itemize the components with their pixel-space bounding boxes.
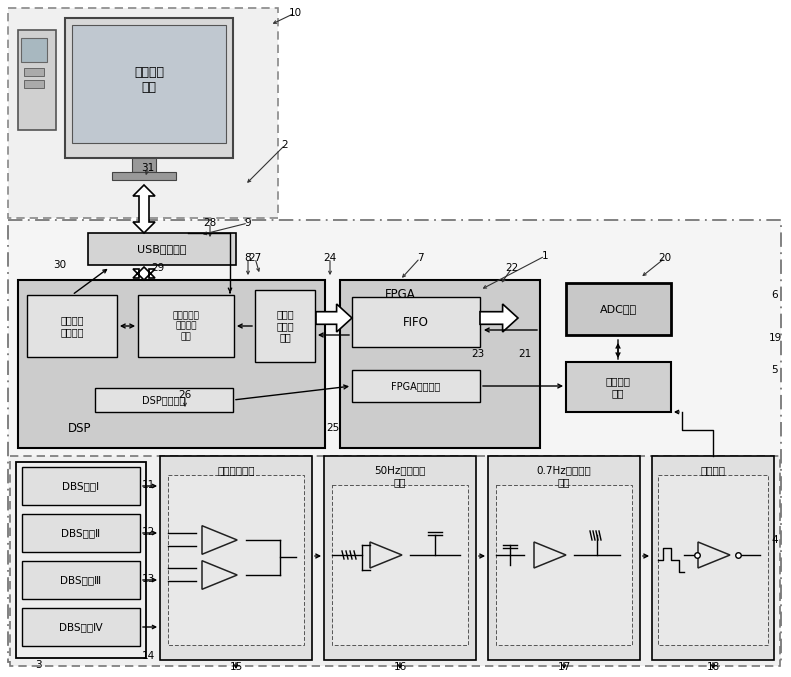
Bar (16, 462, 146, 658)
Text: 调幅模块: 调幅模块 (701, 465, 725, 475)
Text: 通道选择
模块: 通道选择 模块 (605, 376, 630, 398)
Text: FPGA控制模块: FPGA控制模块 (392, 381, 441, 391)
Bar (652, 456, 774, 660)
Bar (18, 280, 325, 448)
Text: DSP: DSP (68, 422, 92, 435)
Text: 特征提取
算法模块: 特征提取 算法模块 (60, 315, 84, 336)
Text: 2: 2 (282, 140, 288, 150)
Bar (324, 456, 476, 660)
Polygon shape (480, 304, 518, 332)
Text: 7: 7 (417, 253, 423, 263)
Bar (88, 233, 236, 265)
Bar (340, 280, 540, 448)
Text: 0.7Hz高通滤波
模块: 0.7Hz高通滤波 模块 (536, 465, 592, 487)
Bar (24, 68, 44, 76)
Text: 17: 17 (558, 662, 570, 672)
Bar (352, 297, 480, 347)
Text: FIFO: FIFO (403, 315, 429, 328)
Text: 21: 21 (518, 349, 532, 359)
Text: 24: 24 (324, 253, 337, 263)
Bar (138, 295, 234, 357)
Text: 18: 18 (706, 662, 720, 672)
Text: DBS电极Ⅱ: DBS电极Ⅱ (62, 528, 100, 538)
Bar (65, 18, 233, 158)
Text: 30: 30 (54, 260, 66, 270)
Text: ADC模块: ADC模块 (600, 304, 637, 314)
Bar (112, 172, 176, 180)
Text: 20: 20 (658, 253, 672, 263)
Text: 25: 25 (327, 423, 339, 433)
Bar (21, 38, 47, 62)
Text: 31: 31 (142, 163, 154, 173)
Bar (10, 456, 780, 666)
Text: 12: 12 (142, 527, 154, 537)
Text: 数字滤
波算法
模块: 数字滤 波算法 模块 (276, 309, 293, 343)
Text: 29: 29 (151, 263, 165, 273)
Bar (352, 370, 480, 402)
Text: 22: 22 (505, 263, 519, 273)
Text: FPGA: FPGA (384, 288, 415, 301)
Text: 14: 14 (142, 651, 154, 661)
Polygon shape (133, 267, 155, 280)
Bar (160, 456, 312, 660)
Bar (22, 561, 140, 599)
Bar (488, 456, 640, 660)
Text: 8: 8 (244, 253, 252, 263)
Bar (566, 283, 671, 335)
Text: DBS电极Ⅳ: DBS电极Ⅳ (59, 622, 103, 632)
Polygon shape (316, 304, 352, 332)
Text: 3: 3 (35, 660, 41, 670)
Bar (18, 30, 56, 130)
Polygon shape (133, 185, 155, 233)
Text: 差分放大模块: 差分放大模块 (218, 465, 255, 475)
Text: 10: 10 (289, 8, 301, 18)
Bar (8, 220, 781, 662)
Text: USB通讯模块: USB通讯模块 (138, 244, 187, 254)
Text: 功率谱密度
求解算法
模块: 功率谱密度 求解算法 模块 (172, 311, 199, 341)
Bar (22, 608, 140, 646)
Bar (168, 475, 304, 645)
Text: 13: 13 (142, 574, 154, 584)
Text: 50Hz低通滤波
模块: 50Hz低通滤波 模块 (374, 465, 426, 487)
Bar (658, 475, 768, 645)
Bar (27, 295, 117, 357)
Bar (566, 362, 671, 412)
Text: 4: 4 (772, 535, 778, 545)
Bar (24, 80, 44, 88)
Text: 27: 27 (248, 253, 262, 263)
Bar (95, 388, 233, 412)
Bar (22, 514, 140, 552)
Text: 6: 6 (772, 290, 778, 300)
Text: 11: 11 (142, 480, 154, 490)
Text: DSP控制模块: DSP控制模块 (142, 395, 186, 405)
Text: 26: 26 (179, 390, 191, 400)
Bar (255, 290, 315, 362)
Bar (72, 25, 226, 143)
Text: 9: 9 (244, 218, 252, 228)
Bar (22, 467, 140, 505)
Text: 1: 1 (542, 251, 548, 261)
Bar (496, 485, 632, 645)
Bar (132, 158, 156, 172)
Text: 人机交互
界面: 人机交互 界面 (134, 66, 164, 94)
Bar (8, 8, 278, 218)
Text: 23: 23 (471, 349, 485, 359)
Text: DBS电极Ⅲ: DBS电极Ⅲ (60, 575, 101, 585)
Text: 15: 15 (229, 662, 243, 672)
Text: 28: 28 (203, 218, 217, 228)
Text: 19: 19 (768, 333, 782, 343)
Text: 16: 16 (393, 662, 407, 672)
Bar (332, 485, 468, 645)
Text: DBS电极Ⅰ: DBS电极Ⅰ (62, 481, 100, 491)
Text: 5: 5 (772, 365, 778, 375)
